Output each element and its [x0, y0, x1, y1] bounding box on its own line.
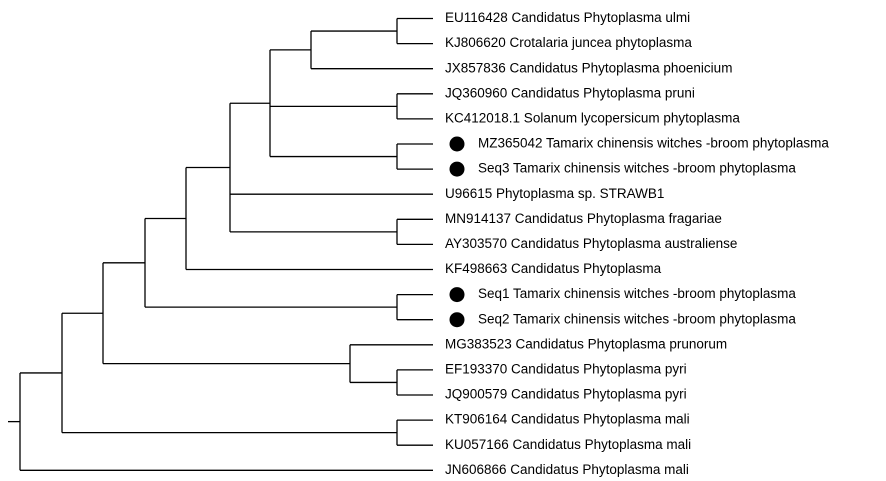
leaf-label: EF193370 Candidatus Phytoplasma pyri	[445, 361, 687, 376]
leaf-labels: EU116428 Candidatus Phytoplasma ulmi KJ80…	[445, 10, 829, 477]
leaf-label: KJ806620 Crotalaria juncea phytoplasma	[445, 35, 692, 50]
leaf-label: Seq3 Tamarix chinensis witches -broom ph…	[478, 161, 796, 176]
leaf-label: Seq1 Tamarix chinensis witches -broom ph…	[478, 286, 796, 301]
leaf-label: KT906164 Candidatus Phytoplasma mali	[445, 412, 690, 427]
leaf-label: MZ365042 Tamarix chinensis witches -broo…	[478, 136, 829, 151]
leaf-label: EU116428 Candidatus Phytoplasma ulmi	[445, 10, 690, 25]
sequence-markers	[449, 136, 465, 328]
filled-circle-marker-icon	[449, 161, 465, 177]
filled-circle-marker-icon	[449, 136, 465, 152]
leaf-label: MN914137 Candidatus Phytoplasma fragaria…	[445, 211, 722, 226]
leaf-label: JQ360960 Candidatus Phytoplasma pruni	[445, 85, 695, 100]
leaf-label: MG383523 Candidatus Phytoplasma prunorum	[445, 336, 727, 351]
filled-circle-marker-icon	[449, 312, 465, 328]
leaf-label: AY303570 Candidatus Phytoplasma australi…	[445, 236, 737, 251]
leaf-label: Seq2 Tamarix chinensis witches -broom ph…	[478, 311, 796, 326]
leaf-label: JQ900579 Candidatus Phytoplasma pyri	[445, 387, 687, 402]
leaf-label: JN606866 Candidatus Phytoplasma mali	[445, 462, 689, 477]
leaf-label: KC412018.1 Solanum lycopersicum phytopla…	[445, 110, 740, 125]
tree-branches	[8, 17, 433, 471]
leaf-label: KF498663 Candidatus Phytoplasma	[445, 261, 662, 276]
leaf-label: U96615 Phytoplasma sp. STRAWB1	[445, 186, 664, 201]
leaf-label: JX857836 Candidatus Phytoplasma phoenici…	[445, 60, 732, 75]
leaf-label: KU057166 Candidatus Phytoplasma mali	[445, 437, 691, 452]
filled-circle-marker-icon	[449, 287, 465, 303]
